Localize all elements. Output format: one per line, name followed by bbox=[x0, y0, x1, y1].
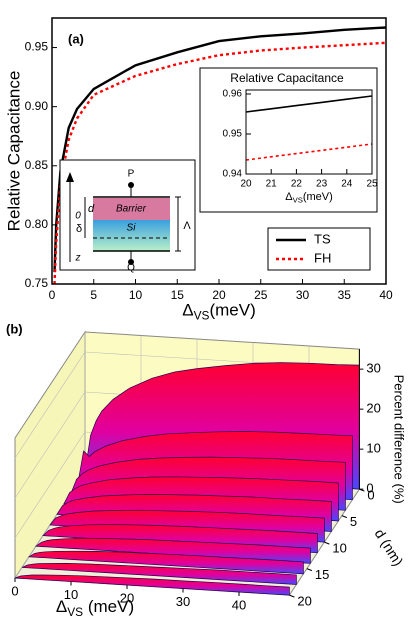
y-tick-label: 0.94 bbox=[223, 169, 243, 180]
ribbon bbox=[35, 537, 311, 564]
label-part: (meV) bbox=[303, 191, 333, 203]
ribbon bbox=[14, 574, 290, 596]
z-tick-label: 30 bbox=[366, 361, 380, 376]
grid-line bbox=[14, 391, 86, 499]
x-tick-label: 20 bbox=[212, 288, 226, 302]
z-tick-label: 20 bbox=[366, 401, 380, 416]
y-tick-label: 0.80 bbox=[25, 217, 49, 231]
x-tick-label: 15 bbox=[171, 288, 185, 302]
d-tick-label: 20 bbox=[297, 594, 311, 609]
label-p: P bbox=[128, 169, 135, 180]
d-axis-label: d (nm) bbox=[372, 526, 407, 569]
d-tick bbox=[306, 568, 313, 572]
x-tick-label: 25 bbox=[366, 179, 378, 190]
arrow-head bbox=[66, 172, 74, 182]
plot-frame bbox=[51, 17, 387, 285]
y-tick-label: 0.95 bbox=[25, 40, 49, 54]
label-barrier: Barrier bbox=[116, 204, 147, 215]
inset-plot: 20 21 22 23 24 25 0.94 0.95 0.96 Relative Capacit… bbox=[199, 67, 378, 213]
d-tick bbox=[324, 541, 330, 545]
x-tick-label: 40 bbox=[379, 288, 393, 302]
x-tick-label: 30 bbox=[296, 288, 310, 302]
si-layer bbox=[93, 220, 170, 251]
y-tick-label: 0.95 bbox=[223, 129, 243, 140]
d-tick bbox=[341, 515, 348, 519]
data-line bbox=[53, 41, 386, 284]
legend-label: FH bbox=[314, 250, 331, 265]
z-tick-label: 10 bbox=[366, 441, 380, 456]
label-si: Si bbox=[127, 223, 137, 234]
label-d: d bbox=[88, 203, 95, 215]
label-delta: δ bbox=[76, 223, 82, 235]
x-tick-label: 23 bbox=[316, 179, 328, 190]
main-plot: 0 5 10 15 20 25 30 35 40 0.75 0.80 0.85 0.90 0.95 (a) R… bbox=[4, 17, 393, 302]
legend-label: TS bbox=[314, 231, 331, 246]
y-tick-label: 0.96 bbox=[223, 89, 243, 100]
label-part: Δ bbox=[182, 301, 193, 320]
grid-line bbox=[14, 431, 86, 539]
data-line bbox=[246, 95, 372, 113]
inset-frame bbox=[199, 67, 378, 213]
label-part: Δ bbox=[56, 597, 67, 616]
x-tick-label: 0 bbox=[11, 583, 18, 598]
device-diagram: P Q Barrier Si d δ Λ 0 z bbox=[59, 159, 196, 274]
z-axis-label: Percent difference (%) bbox=[392, 375, 407, 504]
axis-label: ΔVS(meV) bbox=[182, 301, 256, 323]
panel-label: (b) bbox=[6, 321, 23, 336]
legend-box bbox=[267, 227, 371, 271]
label-part: VS bbox=[194, 309, 210, 323]
z-tick-label: 0 bbox=[366, 481, 373, 496]
x-tick-label: 30 bbox=[176, 594, 190, 609]
d-tick-label: 5 bbox=[350, 514, 357, 529]
contact-dot bbox=[128, 182, 134, 188]
x-tick-label: 25 bbox=[254, 288, 268, 302]
x-tick-label: 5 bbox=[90, 288, 97, 302]
contact-dot bbox=[128, 259, 134, 265]
ribbon bbox=[21, 563, 297, 585]
grid-line bbox=[14, 351, 86, 459]
y-axis-label: Relative Capacitance bbox=[4, 71, 23, 232]
barrier-layer bbox=[93, 198, 170, 220]
x-tick-label: 20 bbox=[120, 590, 134, 605]
x-tick-label: 24 bbox=[341, 179, 353, 190]
label-part: Δ bbox=[285, 191, 293, 203]
label-q: Q bbox=[127, 263, 135, 274]
axis-label: ΔVS(meV) bbox=[285, 191, 333, 204]
label-part: (meV) bbox=[83, 597, 134, 616]
plot-frame bbox=[245, 89, 373, 175]
inset-title: Relative Capacitance bbox=[230, 71, 344, 85]
x-tick-label: 22 bbox=[291, 179, 303, 190]
axis-label: ΔVS (meV) bbox=[56, 597, 134, 619]
x-tick-label: 21 bbox=[266, 179, 278, 190]
label-lambda: Λ bbox=[183, 220, 191, 232]
label-z: z bbox=[75, 253, 81, 264]
label-part: (meV) bbox=[209, 301, 255, 320]
d-tick-label: 15 bbox=[315, 567, 329, 582]
x-tick-label: 0 bbox=[49, 288, 56, 302]
label-part: VS bbox=[293, 195, 303, 204]
x-tick-label: 20 bbox=[240, 179, 252, 190]
x-tick-label: 40 bbox=[232, 597, 246, 612]
x-tick-label: 35 bbox=[338, 288, 352, 302]
ribbon bbox=[27, 550, 304, 575]
y-tick-label: 0.90 bbox=[25, 99, 49, 113]
d-tick-label: 0 bbox=[367, 488, 374, 503]
x-tick-label: 10 bbox=[129, 288, 143, 302]
d-tick-label: 10 bbox=[332, 541, 346, 556]
y-tick-label: 0.85 bbox=[25, 158, 49, 172]
d-tick bbox=[289, 594, 295, 598]
y-tick-label: 0.75 bbox=[25, 276, 49, 290]
x-tick-label: 10 bbox=[64, 587, 78, 602]
label-origin: 0 bbox=[75, 211, 81, 222]
label-part: VS bbox=[67, 605, 83, 619]
panel-label: (a) bbox=[68, 31, 84, 46]
